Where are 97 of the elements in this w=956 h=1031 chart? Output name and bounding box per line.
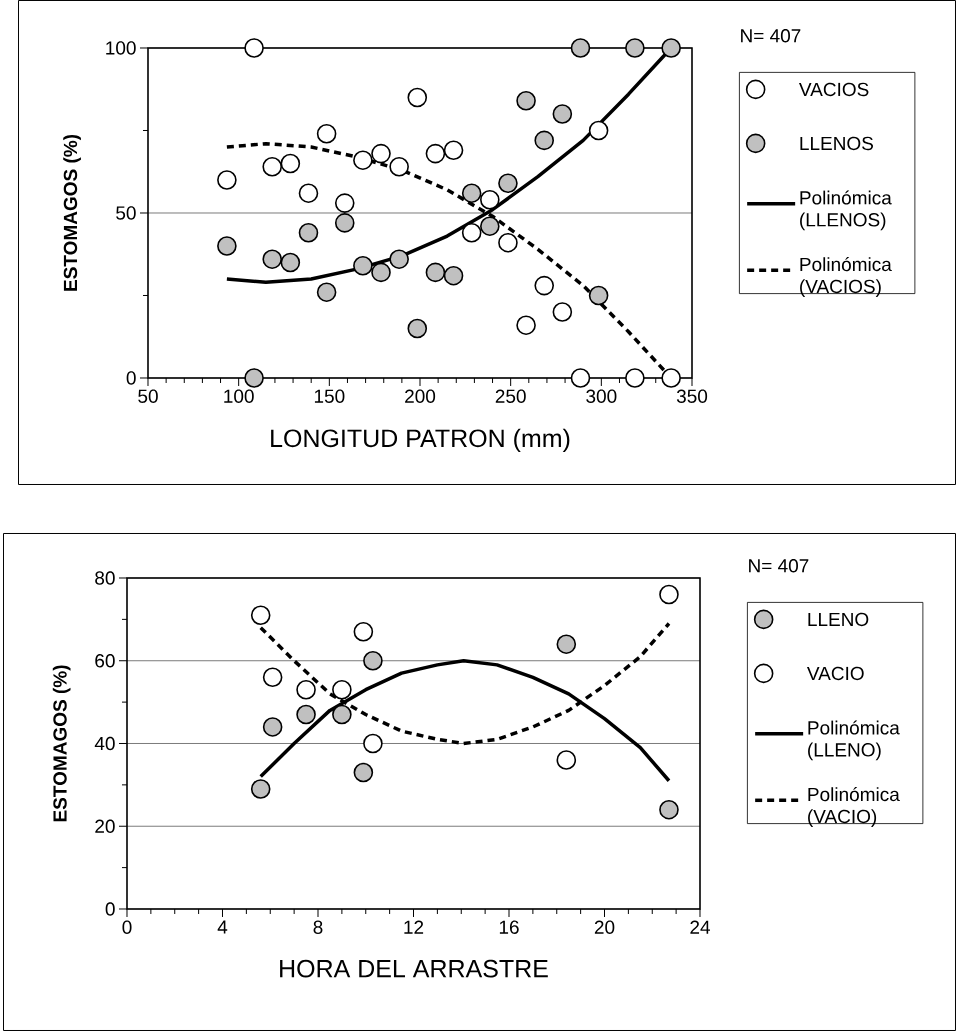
- point: [659, 584, 679, 605]
- point: [334, 193, 355, 213]
- point: [661, 368, 681, 388]
- point: [296, 704, 316, 725]
- legend-label: Polinómica (VACIOS): [800, 256, 892, 297]
- point: [280, 252, 301, 273]
- point: [298, 222, 319, 243]
- point: [461, 222, 482, 243]
- point: [298, 183, 319, 203]
- point: [556, 750, 577, 770]
- point: [552, 302, 573, 322]
- y-tick-label: 50: [116, 206, 136, 220]
- point: [334, 213, 355, 233]
- y-axis-title: ESTOMAGOS (%): [63, 134, 81, 291]
- point: [363, 733, 383, 754]
- point: [443, 265, 464, 286]
- x-tick-label: 350: [676, 389, 708, 403]
- legend-label: Polinómica (VACIO): [808, 787, 900, 827]
- point: [363, 650, 383, 671]
- point: [280, 153, 301, 174]
- x-tick-label: 8: [313, 920, 323, 934]
- x-tick-label: 12: [404, 920, 424, 934]
- point: [461, 183, 482, 203]
- point: [480, 189, 500, 210]
- point: [588, 120, 609, 141]
- point: [625, 368, 645, 388]
- y-tick-label: 0: [126, 371, 136, 385]
- point: [250, 779, 271, 799]
- legend-label: LLENO: [808, 612, 869, 627]
- point: [332, 679, 352, 700]
- point: [389, 156, 409, 177]
- point: [659, 799, 679, 820]
- y-tick-label: 80: [95, 571, 115, 585]
- point: [661, 38, 681, 58]
- point: [296, 679, 316, 700]
- x-tick-label: 4: [217, 920, 228, 934]
- y-tick-label: 100: [106, 41, 136, 55]
- point: [516, 90, 536, 111]
- point: [407, 318, 428, 339]
- point: [625, 38, 645, 58]
- y-axis-title: ESTOMAGOS (%): [52, 665, 71, 822]
- point: [556, 634, 577, 654]
- point: [588, 285, 609, 306]
- x-tick-label: 20: [594, 920, 615, 934]
- x-tick-label: 50: [138, 389, 158, 403]
- y-tick-label: 20: [95, 819, 115, 833]
- point: [498, 232, 518, 253]
- point: [570, 368, 591, 388]
- point: [371, 143, 391, 164]
- legend-label: Polinómica (LLENOS): [800, 190, 892, 231]
- text: N= 407: [749, 559, 809, 573]
- point: [534, 275, 555, 296]
- point: [262, 156, 283, 177]
- point: [250, 605, 271, 626]
- point: [353, 621, 374, 642]
- x-tick-label: 16: [499, 920, 519, 934]
- point: [443, 140, 464, 161]
- y-tick-label: 0: [105, 902, 115, 916]
- x-tick-label: 24: [690, 920, 711, 934]
- point: [389, 249, 409, 269]
- point: [316, 282, 337, 302]
- y-tick-label: 60: [95, 654, 115, 668]
- legend-label: VACIO: [806, 666, 864, 681]
- point: [425, 262, 446, 283]
- point: [407, 87, 428, 108]
- x-tick-label: 150: [314, 389, 345, 403]
- x-tick-label: 300: [586, 389, 617, 403]
- y-tick-label: 40: [94, 736, 115, 751]
- point: [516, 315, 536, 335]
- legend-label: Polinómica (LLENO): [808, 720, 900, 761]
- point: [244, 368, 264, 388]
- point: [353, 762, 374, 783]
- text: N= 407: [741, 29, 801, 43]
- x-axis-title: LONGITUD PATRON (mm): [271, 428, 570, 453]
- point: [425, 143, 446, 164]
- point: [371, 262, 391, 283]
- x-tick-label: 200: [405, 389, 436, 403]
- legend-label: LLENOS: [800, 136, 873, 151]
- point: [217, 170, 237, 190]
- point: [262, 667, 283, 688]
- x-tick-label: 100: [224, 389, 254, 403]
- point: [552, 104, 573, 124]
- x-axis-title: HORA DEL ARRASTRE: [280, 959, 548, 978]
- point: [217, 236, 237, 256]
- point: [353, 150, 373, 170]
- point: [262, 717, 283, 737]
- point: [534, 130, 555, 151]
- point: [244, 38, 264, 58]
- point: [498, 173, 518, 194]
- point: [353, 255, 373, 276]
- point: [262, 249, 283, 269]
- legend-label: VACIOS: [798, 82, 869, 97]
- x-tick-label: 250: [495, 389, 526, 403]
- point: [316, 123, 337, 144]
- point: [480, 216, 500, 236]
- point: [570, 38, 591, 58]
- point: [332, 704, 352, 725]
